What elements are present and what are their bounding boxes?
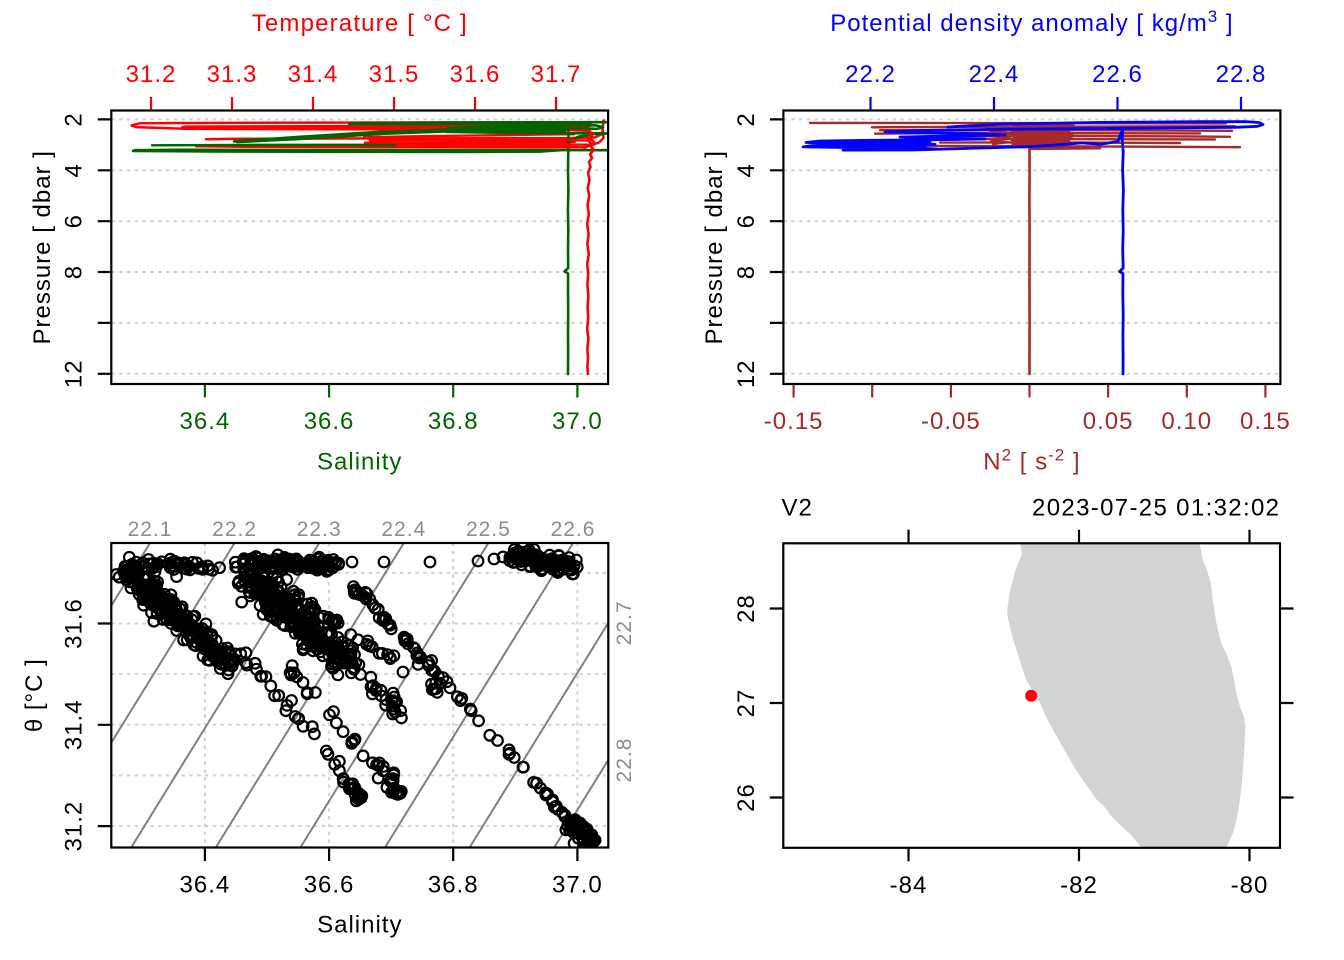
svg-text:-80: -80 (1231, 872, 1269, 899)
svg-text:31.5: 31.5 (369, 61, 420, 88)
svg-text:8: 8 (61, 265, 88, 279)
svg-text:28: 28 (733, 594, 760, 623)
svg-text:Temperature [ °C ]: Temperature [ °C ] (252, 10, 468, 37)
svg-text:36.8: 36.8 (428, 408, 479, 435)
svg-text:31.4: 31.4 (288, 61, 339, 88)
svg-text:12: 12 (61, 359, 88, 388)
svg-text:2: 2 (733, 112, 760, 126)
svg-text:22.2: 22.2 (845, 61, 896, 88)
svg-text:-84: -84 (890, 872, 928, 899)
svg-text:22.4: 22.4 (381, 518, 426, 541)
svg-text:22.2: 22.2 (212, 518, 257, 541)
svg-text:-0.15: -0.15 (764, 408, 824, 435)
svg-text:6: 6 (61, 214, 88, 228)
svg-text:31.2: 31.2 (126, 61, 177, 88)
svg-text:22.6: 22.6 (1092, 61, 1143, 88)
svg-text:31.6: 31.6 (450, 61, 501, 88)
svg-text:36.4: 36.4 (180, 872, 231, 899)
svg-text:θ [°C ]: θ [°C ] (21, 658, 48, 732)
svg-text:31.2: 31.2 (61, 801, 88, 852)
svg-text:36.6: 36.6 (304, 872, 355, 899)
svg-text:0.15: 0.15 (1240, 408, 1291, 435)
svg-text:Salinity: Salinity (317, 912, 402, 939)
svg-text:0.05: 0.05 (1083, 408, 1134, 435)
svg-text:Potential density anomaly [ kg: Potential density anomaly [ kg/m3 ] (830, 7, 1233, 37)
svg-text:4: 4 (61, 163, 88, 177)
svg-text:0.10: 0.10 (1161, 408, 1212, 435)
svg-text:31.6: 31.6 (61, 598, 88, 649)
svg-text:V2: V2 (782, 495, 813, 522)
svg-text:Pressure [ dbar ]: Pressure [ dbar ] (701, 150, 728, 344)
svg-text:12: 12 (733, 359, 760, 388)
svg-text:27: 27 (733, 689, 760, 718)
svg-text:26: 26 (733, 783, 760, 812)
svg-text:22.5: 22.5 (466, 518, 511, 541)
svg-text:37.0: 37.0 (552, 408, 603, 435)
svg-text:8: 8 (733, 265, 760, 279)
svg-text:6: 6 (733, 214, 760, 228)
svg-text:36.4: 36.4 (180, 408, 231, 435)
svg-text:22.3: 22.3 (297, 518, 342, 541)
svg-text:-82: -82 (1060, 872, 1098, 899)
svg-text:22.8: 22.8 (1216, 61, 1267, 88)
svg-text:2023-07-25 01:32:02: 2023-07-25 01:32:02 (1032, 495, 1280, 522)
svg-text:22.8: 22.8 (613, 738, 636, 783)
svg-text:N2 [ s-2 ]: N2 [ s-2 ] (983, 446, 1080, 476)
svg-text:Salinity: Salinity (317, 449, 402, 476)
svg-text:-0.05: -0.05 (921, 408, 981, 435)
svg-text:31.4: 31.4 (61, 699, 88, 750)
svg-text:31.3: 31.3 (207, 61, 258, 88)
svg-text:36.8: 36.8 (428, 872, 479, 899)
svg-text:31.7: 31.7 (531, 61, 582, 88)
svg-text:22.4: 22.4 (969, 61, 1020, 88)
svg-text:37.0: 37.0 (552, 872, 603, 899)
svg-text:2: 2 (61, 112, 88, 126)
svg-text:22.6: 22.6 (551, 518, 596, 541)
svg-text:36.6: 36.6 (304, 408, 355, 435)
svg-text:22.7: 22.7 (613, 600, 636, 645)
svg-text:4: 4 (733, 163, 760, 177)
svg-text:Pressure [ dbar ]: Pressure [ dbar ] (29, 150, 56, 344)
svg-text:22.1: 22.1 (128, 518, 173, 541)
